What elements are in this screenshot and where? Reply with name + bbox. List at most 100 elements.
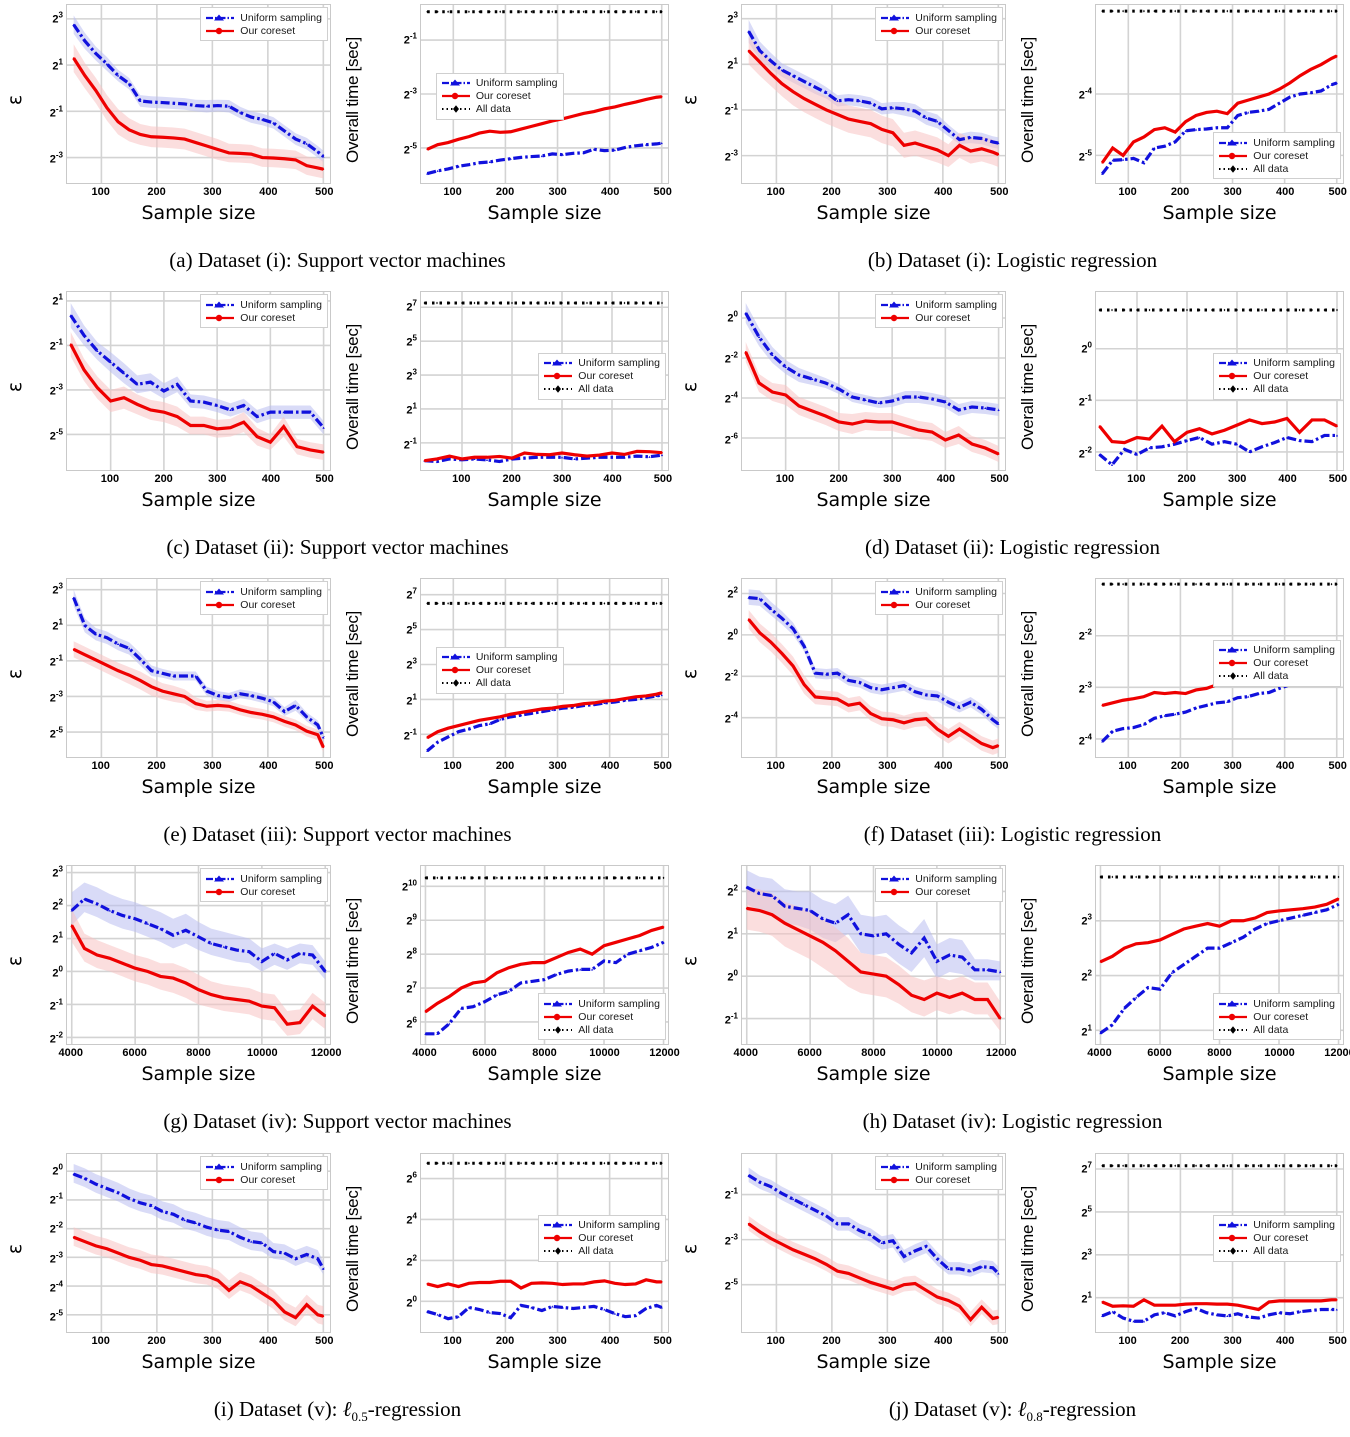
chart-legend: Uniform sampling Our coreset All data <box>1213 639 1341 687</box>
plot-region: Uniform sampling Our coreset All data 2-1 2-… <box>382 4 672 224</box>
x-tick: 400 <box>261 473 281 485</box>
y-tick: 2-1 <box>49 653 63 669</box>
x-tick: 4000 <box>412 1047 437 1059</box>
y-tick: 2-1 <box>724 1011 738 1027</box>
panel-b-time: Overall time [sec] Uniform sampling Our co… <box>1013 0 1350 247</box>
subfigure-(d): ε Uniform sampling Our coreset 20 2-2 2-4 2-6 1… <box>675 287 1350 534</box>
x-tick: 300 <box>203 1335 222 1347</box>
legend-label-our-coreset: Our coreset <box>240 311 296 324</box>
chart-legend: Uniform sampling Our coreset All data <box>538 993 666 1040</box>
legend-item-uniform-sampling: Uniform sampling <box>880 1160 997 1173</box>
x-tick: 400 <box>934 186 953 198</box>
x-tick: 300 <box>878 186 897 198</box>
x-tick: 300 <box>208 473 227 485</box>
legend-label-all-data: All data <box>475 677 511 690</box>
y-tick: 28 <box>406 946 417 962</box>
x-tick: 500 <box>1328 473 1348 485</box>
legend-marker-all-data-icon <box>543 383 573 395</box>
plot-region: Uniform sampling Our coreset All data 2-2 2-… <box>1057 578 1347 798</box>
chart-legend: Uniform sampling Our coreset <box>200 7 328 41</box>
y-tick: 25 <box>406 621 417 637</box>
plot-svg <box>67 5 330 183</box>
chart-legend: Uniform sampling Our coreset All data <box>538 352 666 400</box>
x-tick: 200 <box>495 760 515 772</box>
y-tick: 2-4 <box>724 390 738 406</box>
x-tick-labels: 100 200 300 400 500 <box>741 1335 1008 1353</box>
y-tick: 21 <box>1081 1023 1092 1039</box>
plot-svg <box>1096 292 1343 470</box>
plot-svg <box>421 579 668 757</box>
legend-marker-all-data-icon <box>441 677 471 689</box>
y-tick: 2-5 <box>49 427 63 443</box>
x-axis-title: Sample size <box>1162 1063 1277 1085</box>
legend-label-our-coreset: Our coreset <box>578 370 634 383</box>
y-tick: 20 <box>727 627 738 642</box>
x-tick: 500 <box>653 760 672 772</box>
x-axis-title: Sample size <box>816 202 931 224</box>
subfigure-caption: (h) Dataset (iv): Logistic regression <box>862 1109 1163 1133</box>
x-tick-labels: 100 200 300 400 500 <box>66 1335 334 1353</box>
y-tick: 2-3 <box>1078 680 1092 695</box>
x-tick: 12000 <box>985 1047 1017 1059</box>
x-axis-title: Sample size <box>816 1351 931 1373</box>
x-tick: 100 <box>91 186 110 198</box>
x-tick: 300 <box>878 1335 897 1347</box>
legend-label-our-coreset: Our coreset <box>915 311 971 324</box>
legend-item-all-data: All data <box>1218 162 1335 175</box>
x-tick-labels: 100 200 300 400 500 <box>66 760 333 778</box>
y-tick: 2-4 <box>1078 732 1092 748</box>
x-tick: 200 <box>822 760 841 772</box>
legend-item-all-data: All data <box>1218 383 1335 396</box>
chart-legend: Uniform sampling Our coreset <box>875 294 1003 328</box>
legend-label-uniform-sampling: Uniform sampling <box>240 298 322 311</box>
x-axis-title: Sample size <box>487 202 602 224</box>
y-tick: 2-4 <box>1078 86 1092 102</box>
legend-marker-our-coreset-icon <box>1218 1232 1248 1244</box>
panel-g-time: Overall time [sec] Uniform sampling Our co… <box>338 861 680 1108</box>
x-axis-title: Sample size <box>1162 489 1277 511</box>
axes: Uniform sampling Our coreset All data <box>420 4 669 184</box>
x-tick: 4000 <box>1087 1047 1112 1059</box>
x-tick: 4000 <box>58 1047 84 1059</box>
legend-label-uniform-sampling: Uniform sampling <box>915 298 997 311</box>
panel-h-time: Overall time [sec] Uniform sampling Our co… <box>1013 861 1350 1108</box>
legend-marker-our-coreset-icon <box>441 90 471 102</box>
legend-item-all-data: All data <box>441 677 558 690</box>
x-tick: 100 <box>766 760 785 772</box>
plot-region: Uniform sampling Our coreset 2-1 2-3 2-5 100 2… <box>703 1153 1008 1373</box>
y-tick: 22 <box>1081 968 1092 984</box>
x-tick: 100 <box>1127 473 1146 485</box>
x-tick: 500 <box>315 473 334 485</box>
legend-item-our-coreset: Our coreset <box>880 885 997 898</box>
x-tick-labels: 100 200 300 400 500 <box>66 186 333 204</box>
x-tick: 500 <box>653 473 673 485</box>
x-tick: 500 <box>315 1335 334 1347</box>
legend-item-our-coreset: Our coreset <box>1218 370 1335 383</box>
x-axis-title: Sample size <box>816 489 931 511</box>
legend-label-our-coreset: Our coreset <box>1253 657 1309 670</box>
y-tick: 21 <box>406 401 417 417</box>
legend-marker-uniform-sampling-icon <box>1218 644 1248 656</box>
axes: Uniform sampling Our coreset All data <box>1095 1153 1344 1333</box>
y-axis-title-text: Overall time [sec] <box>343 898 363 1024</box>
x-tick-labels: 4000 6000 8000 10000 12000 <box>59 1047 342 1065</box>
x-tick-labels: 100 200 300 400 500 <box>1095 186 1346 204</box>
legend-label-uniform-sampling: Uniform sampling <box>240 11 322 24</box>
y-tick: 23 <box>406 367 417 383</box>
legend-marker-uniform-sampling-icon <box>543 357 573 369</box>
y-axis-title: Overall time [sec] <box>1015 1149 1041 1349</box>
legend-marker-all-data-icon <box>1218 383 1248 395</box>
legend-marker-our-coreset-icon <box>1218 370 1248 382</box>
x-tick: 12000 <box>1324 1047 1350 1059</box>
subfigure-(b): ε Uniform sampling Our coreset 23 21 2-1 2-3 10… <box>675 0 1350 247</box>
x-axis-title: Sample size <box>487 1351 602 1373</box>
x-tick: 300 <box>883 473 902 485</box>
plot-svg <box>67 1154 330 1332</box>
y-axis-title-text: ε <box>4 94 26 106</box>
x-tick: 300 <box>1223 760 1242 772</box>
y-axis-title-text: Overall time [sec] <box>343 324 363 450</box>
y-axis-title: Overall time [sec] <box>1015 861 1041 1061</box>
chart-legend: Uniform sampling Our coreset <box>200 868 328 902</box>
legend-marker-uniform-sampling-icon <box>205 299 235 311</box>
axes: Uniform sampling Our coreset All data <box>1095 4 1344 184</box>
